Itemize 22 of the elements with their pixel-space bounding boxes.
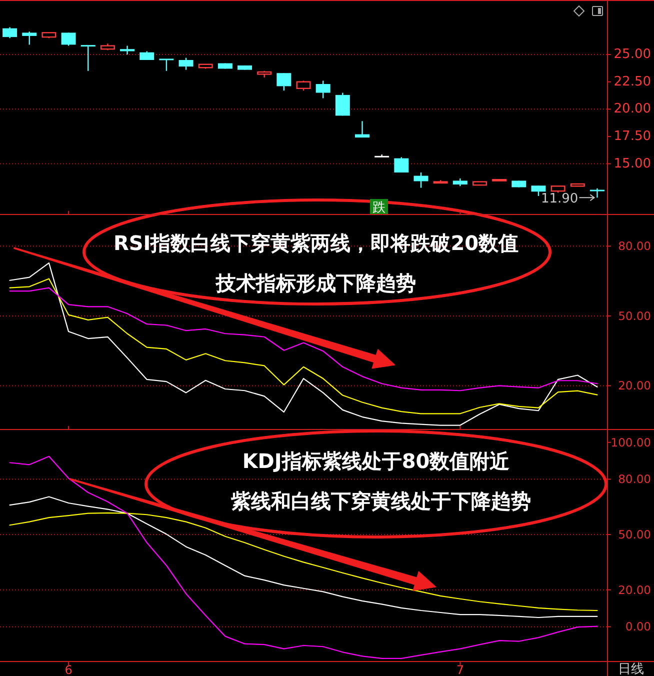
x-tick-label: 6 <box>64 663 72 676</box>
y-tick-label: 50.00 <box>618 308 651 323</box>
x-tick-label: 7 <box>456 663 464 676</box>
y-tick-label: 50.00 <box>618 528 651 542</box>
y-tick-label: 100.00 <box>610 435 651 450</box>
annotation: 跌 <box>372 200 386 216</box>
annotation: 紫线和白线下穿黄线处于下降趋势 <box>230 489 531 513</box>
y-tick-label: 20.00 <box>618 582 651 597</box>
y-tick-label: 15.00 <box>614 156 651 172</box>
y-tick-label: 80.00 <box>618 472 651 486</box>
text: 日线 <box>618 662 644 676</box>
y-tick-label: 0.00 <box>625 620 651 634</box>
annotation: 11.90 <box>540 192 578 207</box>
annotation: RSI指数白线下穿黄紫两线，即将跌破20数值 <box>113 231 519 255</box>
y-tick-label: 22.50 <box>614 74 651 90</box>
y-tick-label: 17.50 <box>614 128 651 144</box>
y-tick-label: 25.00 <box>614 47 651 62</box>
y-tick-label: 80.00 <box>618 239 651 254</box>
y-tick-label: 20.00 <box>618 378 651 393</box>
annotation: 技术指标形成下降趋势 <box>215 271 416 295</box>
annotation: KDJ指标紫线处于80数值附近 <box>242 449 510 473</box>
y-tick-label: 20.00 <box>614 102 651 117</box>
